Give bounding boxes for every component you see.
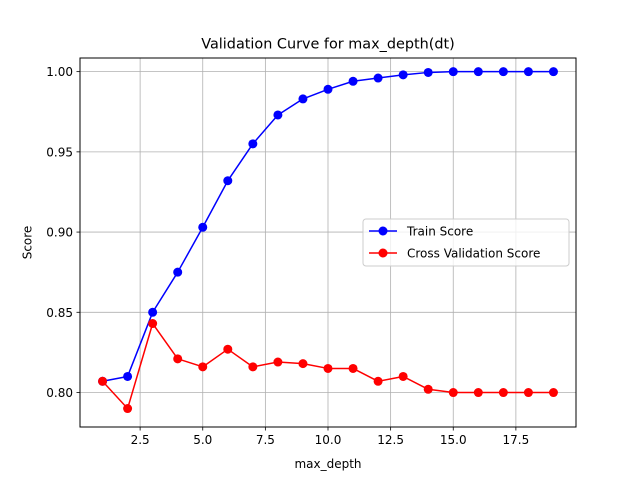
data-point-train-score bbox=[223, 176, 233, 186]
data-point-cross-validation-score bbox=[198, 362, 208, 372]
legend-box bbox=[362, 218, 570, 267]
data-point-train-score bbox=[548, 67, 558, 77]
data-point-train-score bbox=[273, 110, 283, 120]
chart-title: Validation Curve for max_depth(dt) bbox=[201, 37, 454, 53]
data-point-cross-validation-score bbox=[148, 319, 158, 329]
data-point-cross-validation-score bbox=[123, 404, 133, 414]
data-point-cross-validation-score bbox=[423, 384, 433, 394]
legend: Train Score Cross Validation Score bbox=[362, 218, 570, 267]
data-point-cross-validation-score bbox=[223, 344, 233, 354]
legend-label-cross-validation-score: Cross Validation Score bbox=[407, 247, 540, 261]
data-point-train-score bbox=[323, 84, 333, 94]
y-tick-label: 0.85 bbox=[46, 306, 73, 320]
x-axis-label: max_depth bbox=[294, 457, 361, 471]
data-point-train-score bbox=[298, 94, 308, 104]
data-point-cross-validation-score bbox=[173, 354, 183, 364]
y-axis-label: Score bbox=[21, 226, 35, 260]
y-tick-label: 0.95 bbox=[46, 145, 73, 159]
y-tick-label: 0.90 bbox=[46, 226, 73, 240]
data-point-train-score bbox=[198, 222, 208, 232]
data-point-cross-validation-score bbox=[298, 359, 308, 369]
data-point-train-score bbox=[173, 267, 183, 277]
data-point-cross-validation-score bbox=[473, 388, 483, 398]
data-point-train-score bbox=[348, 76, 358, 86]
data-point-cross-validation-score bbox=[498, 388, 508, 398]
legend-marker-cross-validation-score bbox=[378, 248, 388, 258]
data-point-train-score bbox=[373, 73, 383, 83]
legend-label-train-score: Train Score bbox=[406, 225, 473, 239]
data-point-train-score bbox=[398, 70, 408, 80]
y-tick-label: 0.80 bbox=[46, 386, 73, 400]
x-tick-label: 7.5 bbox=[256, 433, 275, 447]
data-point-cross-validation-score bbox=[373, 376, 383, 386]
x-tick-label: 2.5 bbox=[131, 433, 150, 447]
x-tick-label: 5.0 bbox=[193, 433, 212, 447]
axis-ticks: 2.5 5.0 7.5 10.0 12.5 15.0 17.5 0.80 0.85 0.90 0.9… bbox=[46, 65, 529, 447]
data-point-cross-validation-score bbox=[398, 371, 408, 381]
x-tick-label: 10.0 bbox=[315, 433, 342, 447]
data-point-cross-validation-score bbox=[98, 376, 108, 386]
data-point-train-score bbox=[148, 307, 158, 317]
legend-marker-train-score bbox=[378, 226, 388, 236]
data-point-train-score bbox=[448, 67, 458, 77]
data-point-train-score bbox=[473, 67, 483, 77]
x-tick-label: 17.5 bbox=[503, 433, 530, 447]
y-tick-label: 1.00 bbox=[46, 65, 73, 79]
data-point-train-score bbox=[248, 139, 258, 149]
x-tick-label: 15.0 bbox=[440, 433, 467, 447]
data-point-train-score bbox=[123, 371, 133, 381]
x-tick-label: 12.5 bbox=[377, 433, 404, 447]
data-point-train-score bbox=[498, 67, 508, 77]
series-layer bbox=[98, 67, 558, 414]
data-point-cross-validation-score bbox=[273, 357, 283, 367]
data-point-cross-validation-score bbox=[348, 363, 358, 373]
data-point-cross-validation-score bbox=[448, 388, 458, 398]
data-point-cross-validation-score bbox=[548, 388, 558, 398]
data-point-cross-validation-score bbox=[523, 388, 533, 398]
data-point-cross-validation-score bbox=[323, 363, 333, 373]
data-point-train-score bbox=[523, 67, 533, 77]
data-point-train-score bbox=[423, 67, 433, 77]
data-point-cross-validation-score bbox=[248, 362, 258, 372]
